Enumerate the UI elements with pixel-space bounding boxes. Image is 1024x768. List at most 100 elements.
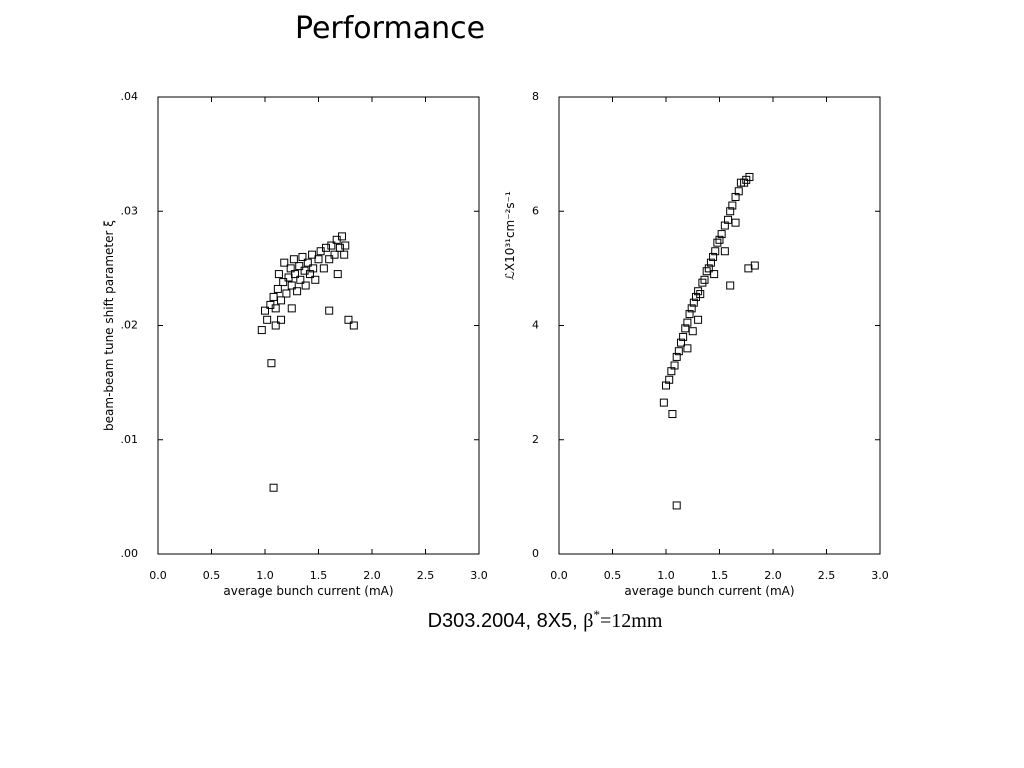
point [311, 275, 320, 284]
x-tick-label: 1.0 [256, 569, 274, 582]
plot-frame [157, 96, 480, 555]
x-tick-label: 1.5 [711, 569, 729, 582]
point [688, 327, 697, 336]
y-axis-label: beam-beam tune shift parameter ξ [102, 220, 116, 431]
point [287, 304, 296, 313]
point [277, 315, 286, 324]
point [269, 292, 278, 301]
point [717, 230, 726, 239]
point [274, 270, 283, 279]
point [303, 258, 312, 267]
point [709, 252, 718, 261]
point [713, 238, 722, 247]
point [269, 483, 278, 492]
point [672, 501, 681, 510]
point [273, 284, 282, 293]
y-tick-label: 0 [532, 547, 539, 560]
chart: 0.0 0.5 1.0 1.5 2.0 2.5 3.0 .00 .01 .02 .03 .04 aver… [102, 90, 488, 598]
x-tick-label: 2.5 [417, 569, 435, 582]
point [298, 252, 307, 261]
caption-rest: =12mm [600, 610, 663, 632]
point [325, 306, 334, 315]
point [710, 270, 719, 279]
x-tick-label: 0.0 [149, 569, 167, 582]
x-tick-label: 3.0 [871, 569, 889, 582]
point [734, 187, 743, 196]
point [702, 267, 711, 276]
x-tick-label: 0.5 [604, 569, 622, 582]
point [271, 321, 280, 330]
x-tick-label: 1.0 [657, 569, 675, 582]
point [286, 264, 295, 273]
point [700, 275, 709, 284]
point [325, 255, 334, 264]
point [295, 262, 304, 271]
x-tick-label: 2.0 [363, 569, 381, 582]
point [694, 287, 703, 296]
point [344, 315, 353, 324]
point [296, 275, 305, 284]
point [338, 232, 347, 241]
point [740, 178, 749, 187]
y-tick-label: 4 [532, 319, 539, 332]
point [330, 250, 339, 259]
y-tick-label: .01 [121, 433, 139, 446]
x-tick-label: 2.0 [764, 569, 782, 582]
point [327, 241, 336, 250]
point [672, 352, 681, 361]
slide-title: Performance [295, 11, 485, 46]
point [715, 235, 724, 244]
point [676, 338, 685, 347]
point [687, 304, 696, 313]
point [711, 247, 720, 256]
point [267, 359, 276, 368]
point [301, 281, 310, 290]
point [290, 270, 299, 279]
point [744, 264, 753, 273]
chart: 0.0 0.5 1.0 1.5 2.0 2.5 3.0 0 2 4 6 8 average bunch … [503, 90, 889, 598]
point [683, 344, 692, 353]
point [280, 258, 289, 267]
y-tick-label: .04 [121, 90, 139, 103]
x-tick-label: 0.5 [203, 569, 221, 582]
point [277, 296, 286, 305]
x-axis-label: average bunch current (mA) [624, 584, 794, 598]
y-tick-label: .03 [121, 204, 139, 217]
point [659, 398, 668, 407]
point [349, 321, 358, 330]
x-tick-label: 2.5 [818, 569, 836, 582]
point [728, 201, 737, 210]
point [257, 326, 266, 335]
point [731, 218, 740, 227]
point [289, 255, 298, 264]
x-tick-label: 3.0 [470, 569, 488, 582]
point [706, 258, 715, 267]
point [726, 207, 735, 216]
point [685, 310, 694, 319]
point [750, 261, 759, 270]
caption: D303.2004, 8X5, β*=12mm [428, 607, 663, 632]
plot-frame [558, 96, 881, 555]
y-tick-label: .00 [121, 547, 139, 560]
point [308, 250, 317, 259]
point [689, 298, 698, 307]
point [341, 241, 350, 250]
point [293, 287, 302, 296]
point [665, 375, 674, 384]
point [340, 250, 349, 259]
point [745, 172, 754, 181]
point [674, 347, 683, 356]
point [691, 292, 700, 301]
caption-text: D303.2004, 8X5, [428, 610, 584, 632]
point [321, 243, 330, 252]
point [287, 281, 296, 290]
point [335, 243, 344, 252]
point [319, 264, 328, 273]
point [720, 247, 729, 256]
point [679, 332, 688, 341]
point [314, 255, 323, 264]
y-tick-label: 6 [532, 204, 539, 217]
x-axis-label: average bunch current (mA) [223, 584, 393, 598]
